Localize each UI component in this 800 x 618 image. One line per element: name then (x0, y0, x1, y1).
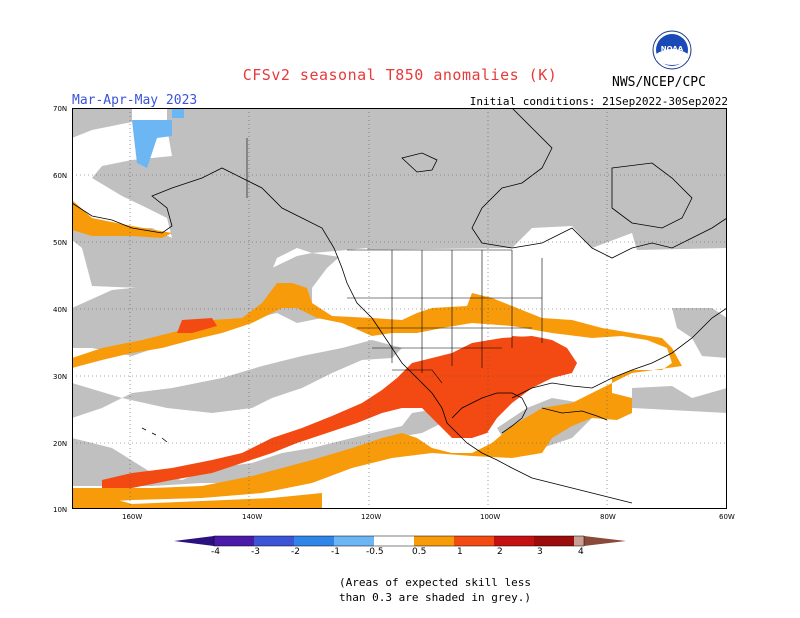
skill-note-line-1: (Areas of expected skill less (338, 576, 532, 589)
lon-label-140w: 140W (242, 513, 263, 521)
skill-note-line-2: than 0.3 are shaded in grey.) (338, 591, 532, 604)
colorbar-swatch-neutral (374, 536, 414, 546)
colorbar-label--4: -4 (211, 547, 220, 557)
anomaly-1-2-region (102, 318, 577, 488)
colorbar (174, 535, 626, 547)
political-borders (246, 138, 543, 384)
lat-label-30n: 30N (53, 373, 68, 381)
colorbar-under-arrow (174, 536, 214, 546)
colorbar-swatch-2-3 (494, 536, 534, 546)
white-regions (312, 248, 727, 509)
season-label: Mar-Apr-May 2023 (72, 93, 198, 108)
lat-label-10n: 10N (53, 506, 68, 514)
initial-conditions-label: Initial conditions: 21Sep2022-30Sep2022 (469, 95, 728, 108)
noaa-logo: NOAA (652, 30, 692, 70)
colorbar-label-4: 4 (578, 547, 584, 557)
lon-label-80w: 80W (600, 513, 616, 521)
colorbar-swatch--1-0.5 (334, 536, 374, 546)
colorbar-label-3: 3 (537, 547, 543, 557)
lon-label-160w: 160W (122, 513, 143, 521)
logo-text: NOAA (661, 45, 684, 53)
colorbar-label-2: 2 (497, 547, 503, 557)
lat-label-50n: 50N (53, 239, 68, 247)
lat-label-70n: 70N (53, 105, 68, 113)
colorbar-label--2: -2 (291, 547, 300, 557)
lon-label-100w: 100W (480, 513, 501, 521)
anomaly-map (72, 108, 727, 509)
anomaly-0.5-1-region (72, 200, 682, 509)
colorbar-swatch-3-4 (534, 536, 574, 546)
colorbar-swatch--3-2 (254, 536, 294, 546)
colorbar-label--3: -3 (251, 547, 260, 557)
lat-label-20n: 20N (53, 440, 68, 448)
colorbar-label-0.5: 0.5 (412, 547, 427, 557)
lat-label-60n: 60N (53, 172, 68, 180)
hawaii-islands (141, 427, 168, 443)
lat-label-40n: 40N (53, 306, 68, 314)
colorbar-label--1: -1 (331, 547, 340, 557)
colorbar-swatch-1-2 (454, 536, 494, 546)
grey-skill-regions (72, 108, 727, 486)
colorbar-swatch--2-1 (294, 536, 334, 546)
graticule (72, 108, 727, 509)
page-title: CFSv2 seasonal T850 anomalies (K) (242, 66, 558, 84)
negative-anomaly-region (132, 108, 184, 168)
coastlines (72, 108, 727, 504)
colorbar-over-arrow (584, 536, 626, 546)
colorbar-swatch-0.5-1 (414, 536, 454, 546)
agency-label: NWS/NCEP/CPC (612, 75, 706, 90)
colorbar-label--0.5: -0.5 (366, 547, 384, 557)
lon-label-60w: 60W (719, 513, 735, 521)
colorbar-swatch-4-plus (574, 536, 584, 546)
lon-label-120w: 120W (361, 513, 382, 521)
colorbar-swatch--4-3 (214, 536, 254, 546)
colorbar-label-1: 1 (457, 547, 463, 557)
